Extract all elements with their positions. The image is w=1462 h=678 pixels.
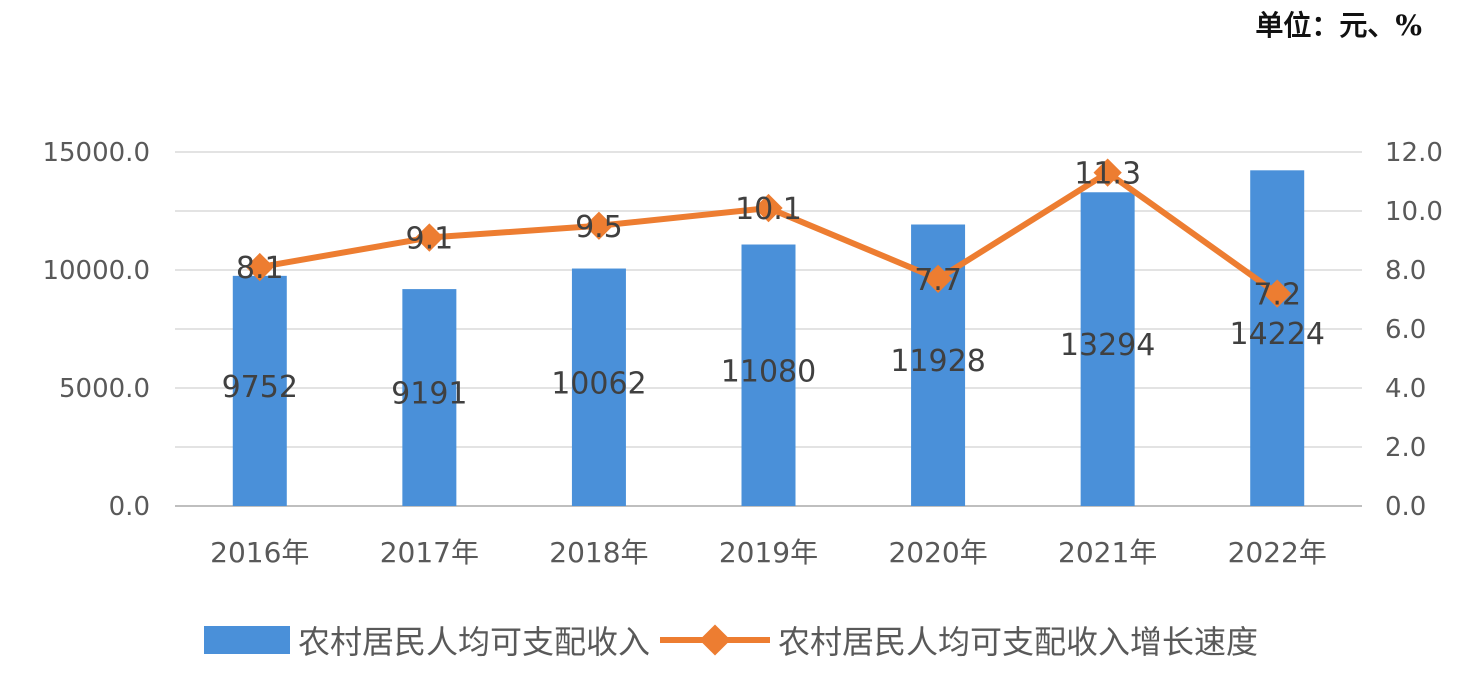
legend-item-bar[interactable]: 农村居民人均可支配收入 xyxy=(203,617,650,663)
line-data-label: 9.1 xyxy=(405,222,453,257)
bar xyxy=(1080,192,1135,506)
line-point xyxy=(1263,279,1292,308)
bar-series xyxy=(232,170,1305,506)
bar-data-label: 10062 xyxy=(551,366,646,401)
right-axis-ticks: 0.0 2.0 4.0 6.0 8.0 10.0 12.0 xyxy=(1385,138,1443,522)
bar-data-label: 9191 xyxy=(391,377,467,412)
legend: 农村居民人均可支配收入 农村居民人均可支配收入增长速度 xyxy=(0,612,1462,668)
x-axis-tick: 2020年 xyxy=(888,536,987,569)
line-point xyxy=(754,193,783,223)
bar xyxy=(571,268,626,506)
bar-data-label: 11928 xyxy=(890,344,985,379)
right-axis-tick: 8.0 xyxy=(1385,256,1426,286)
line-point xyxy=(245,252,274,282)
x-axis-tick: 2018年 xyxy=(549,536,648,569)
line-data-label: 7.2 xyxy=(1253,278,1301,313)
right-axis-tick: 12.0 xyxy=(1385,138,1443,168)
bar xyxy=(232,275,287,506)
right-axis-tick: 4.0 xyxy=(1385,374,1426,404)
line-data-labels: 8.1 9.1 9.5 10.1 7.7 11.3 7.2 xyxy=(236,157,1301,313)
x-axis-tick: 2016年 xyxy=(210,536,309,569)
bar-data-label: 9752 xyxy=(222,370,298,405)
line-point xyxy=(584,211,614,240)
left-axis-ticks: 0.0 5000.0 10000.0 15000.0 xyxy=(42,138,150,522)
legend-line-label: 农村居民人均可支配收入增长速度 xyxy=(778,623,1259,661)
legend-bar-swatch xyxy=(203,626,290,654)
right-axis-tick: 6.0 xyxy=(1385,315,1426,345)
line-data-label: 7.7 xyxy=(914,263,962,298)
combo-chart: 0.0 5000.0 10000.0 15000.0 0.0 2.0 4.0 6.0 8.0 1… xyxy=(42,138,1443,569)
bar-data-label: 14224 xyxy=(1229,317,1324,352)
left-axis-tick: 5000.0 xyxy=(59,374,150,404)
legend-item-line[interactable]: 农村居民人均可支配收入增长速度 xyxy=(660,617,1258,663)
line-data-label: 9.5 xyxy=(575,210,623,245)
right-axis-tick: 10.0 xyxy=(1385,197,1443,227)
bar-data-labels: 9752 9191 10062 11080 11928 13294 14224 xyxy=(222,317,1325,411)
left-axis-tick: 10000.0 xyxy=(42,256,150,286)
line-series xyxy=(245,158,1292,308)
bar xyxy=(402,289,457,506)
left-axis-tick: 0.0 xyxy=(109,492,150,522)
x-axis-tick: 2021年 xyxy=(1058,536,1157,569)
right-axis-tick: 0.0 xyxy=(1385,492,1426,522)
line-data-label: 10.1 xyxy=(735,192,802,227)
bar-data-label: 11080 xyxy=(721,354,816,389)
left-axis-tick: 15000.0 xyxy=(42,138,150,168)
bar-data-label: 13294 xyxy=(1060,328,1155,363)
legend-bar-label: 农村居民人均可支配收入 xyxy=(297,623,650,661)
legend-line-swatch xyxy=(660,626,770,654)
line-data-label: 11.3 xyxy=(1074,157,1141,192)
x-axis-tick: 2019年 xyxy=(719,536,818,569)
x-axis-tick: 2017年 xyxy=(380,536,479,569)
x-axis-tick: 2022年 xyxy=(1228,536,1327,569)
unit-label: 单位：元、% xyxy=(1255,9,1422,42)
bar xyxy=(741,244,796,506)
bar xyxy=(1250,170,1305,506)
line-point xyxy=(1093,158,1122,187)
right-axis-tick: 2.0 xyxy=(1385,433,1426,463)
line-point xyxy=(923,264,953,293)
x-axis-ticks: 2016年 2017年 2018年 2019年 2020年 2021年 2022年 xyxy=(210,536,1327,569)
line-data-label: 8.1 xyxy=(236,251,284,286)
